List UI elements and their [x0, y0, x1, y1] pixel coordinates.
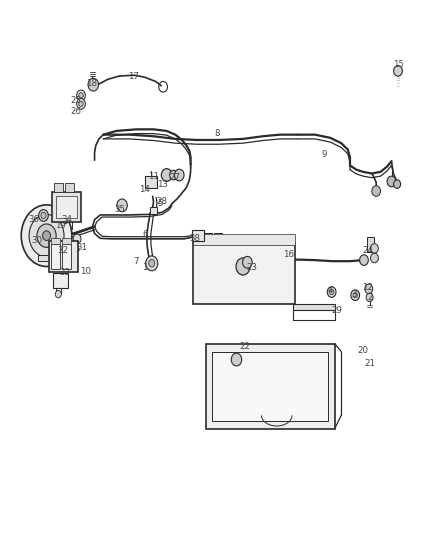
Text: 20: 20 — [357, 346, 369, 355]
Text: 17: 17 — [128, 71, 139, 80]
Circle shape — [327, 287, 336, 297]
Circle shape — [55, 290, 61, 298]
Circle shape — [231, 353, 242, 366]
Text: 32: 32 — [57, 246, 68, 255]
Circle shape — [149, 260, 155, 267]
Circle shape — [365, 284, 373, 294]
Bar — [49, 241, 78, 272]
Bar — [38, 255, 56, 261]
Bar — [62, 244, 71, 269]
Circle shape — [243, 256, 252, 268]
Text: 19: 19 — [56, 221, 67, 230]
Text: 34: 34 — [62, 215, 73, 224]
Bar — [51, 244, 60, 269]
Circle shape — [174, 169, 184, 181]
Text: 26: 26 — [70, 107, 81, 116]
Text: 13: 13 — [157, 180, 168, 189]
Circle shape — [236, 258, 250, 275]
Circle shape — [77, 99, 85, 109]
Circle shape — [29, 214, 64, 257]
Text: 35: 35 — [114, 205, 125, 214]
Circle shape — [37, 224, 56, 247]
Circle shape — [351, 290, 360, 301]
Circle shape — [372, 185, 381, 196]
Text: 29: 29 — [332, 305, 343, 314]
Text: 10: 10 — [80, 268, 92, 276]
Text: 23: 23 — [246, 263, 257, 272]
Text: 33: 33 — [60, 269, 71, 277]
Circle shape — [41, 212, 46, 219]
Bar — [367, 237, 374, 252]
Circle shape — [79, 93, 83, 98]
Bar — [193, 243, 295, 304]
Bar — [51, 238, 60, 244]
Text: 11: 11 — [148, 172, 159, 181]
Circle shape — [79, 101, 83, 107]
Text: 5: 5 — [157, 199, 163, 208]
Bar — [54, 183, 63, 191]
Circle shape — [170, 170, 177, 180]
Bar — [56, 196, 77, 218]
Circle shape — [394, 180, 401, 188]
Bar — [192, 230, 204, 241]
Text: 14: 14 — [139, 185, 150, 194]
Circle shape — [88, 78, 99, 91]
Bar — [193, 233, 295, 245]
Bar — [212, 352, 328, 421]
Text: 15: 15 — [393, 60, 404, 69]
Circle shape — [371, 253, 378, 263]
Text: 36: 36 — [28, 215, 39, 224]
Circle shape — [387, 176, 396, 187]
Text: 24: 24 — [362, 246, 373, 255]
Circle shape — [42, 231, 50, 240]
Text: 28: 28 — [156, 197, 167, 206]
Bar — [62, 238, 71, 244]
Bar — [206, 344, 335, 429]
Bar — [145, 176, 157, 188]
Circle shape — [61, 214, 69, 223]
Circle shape — [39, 209, 48, 221]
Text: 27: 27 — [170, 173, 181, 182]
Text: 25: 25 — [70, 96, 81, 105]
Text: 9: 9 — [321, 150, 326, 159]
Text: 12: 12 — [362, 283, 373, 292]
Circle shape — [371, 244, 378, 253]
Bar — [204, 233, 212, 243]
Circle shape — [21, 205, 72, 266]
Circle shape — [77, 90, 85, 101]
Circle shape — [329, 289, 334, 295]
Text: 7: 7 — [133, 257, 139, 265]
Circle shape — [353, 293, 357, 298]
Circle shape — [360, 255, 368, 265]
Text: 30: 30 — [31, 237, 42, 246]
Text: 31: 31 — [76, 244, 87, 253]
Text: 18: 18 — [86, 78, 97, 87]
Text: 38: 38 — [190, 235, 201, 244]
Circle shape — [146, 256, 158, 271]
Bar — [150, 207, 157, 214]
Text: 16: 16 — [283, 251, 294, 260]
Circle shape — [366, 293, 373, 302]
Text: 8: 8 — [214, 129, 219, 138]
Text: 4: 4 — [328, 286, 333, 295]
Bar — [293, 304, 335, 310]
Text: 22: 22 — [240, 342, 251, 351]
Circle shape — [117, 199, 127, 212]
Bar — [65, 183, 74, 191]
Bar — [53, 273, 68, 288]
Text: 6: 6 — [142, 230, 148, 239]
Bar — [214, 233, 222, 243]
Bar — [52, 191, 81, 222]
Text: 2: 2 — [367, 293, 372, 302]
Text: 3: 3 — [352, 289, 357, 298]
Text: 1: 1 — [142, 263, 148, 272]
Circle shape — [394, 66, 403, 76]
Circle shape — [161, 168, 172, 181]
Circle shape — [73, 234, 81, 244]
Text: 21: 21 — [364, 359, 375, 368]
